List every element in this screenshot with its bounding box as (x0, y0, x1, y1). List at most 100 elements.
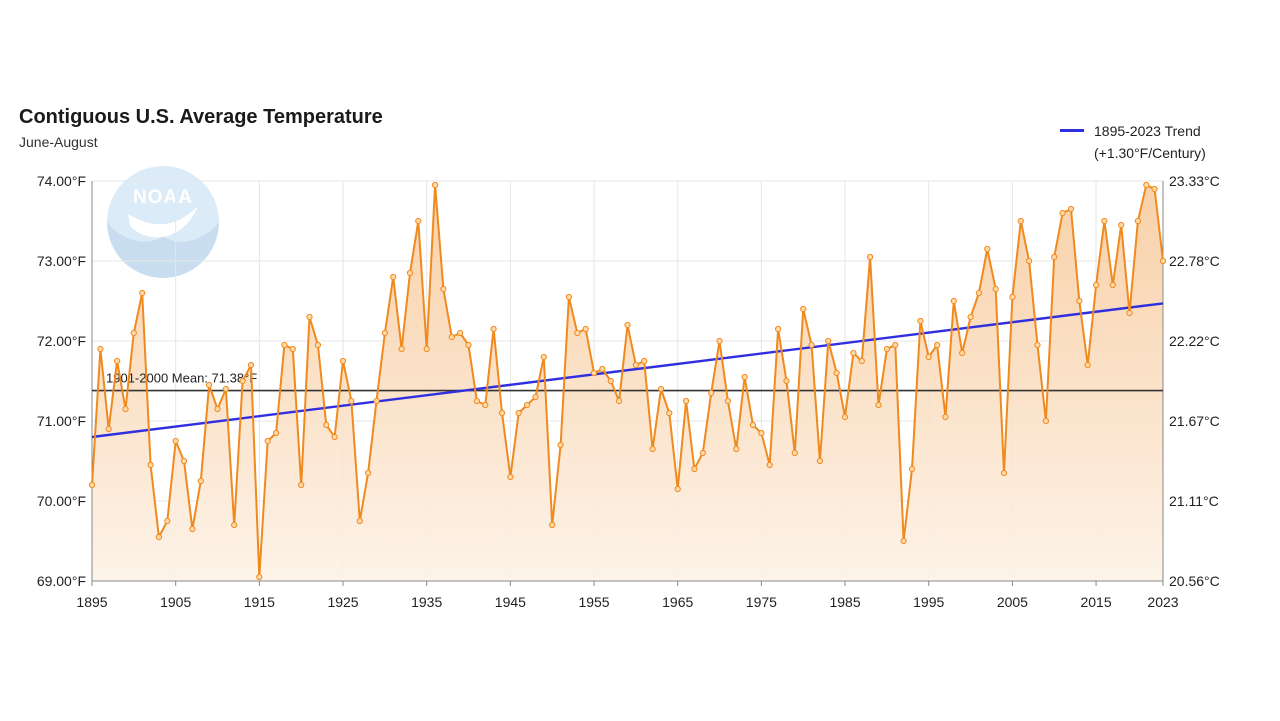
data-point (800, 305, 807, 313)
data-point (222, 385, 229, 393)
data-point (1126, 309, 1133, 317)
data-point (390, 273, 397, 281)
data-point (147, 461, 154, 469)
data-point (783, 377, 790, 385)
y-tick-label-right: 21.11°C (1169, 493, 1219, 509)
x-tick-label: 1965 (662, 594, 693, 610)
data-point (775, 325, 782, 333)
data-point (415, 217, 422, 225)
y-tick-label-right: 20.56°C (1169, 573, 1220, 589)
data-point (339, 357, 347, 365)
data-point (122, 405, 129, 413)
data-point (88, 481, 96, 489)
data-point (908, 465, 916, 473)
data-point (565, 293, 573, 301)
data-point (607, 377, 614, 385)
data-point (180, 457, 188, 465)
data-point (934, 341, 941, 349)
data-point (206, 381, 213, 389)
y-tick-label-left: 70.00°F (37, 493, 86, 509)
y-axis-left-ticks: 69.00°F 70.00°F 71.00°F 72.00°F 73.00°F 74.00… (37, 173, 86, 589)
data-point (423, 345, 430, 353)
noaa-logo-icon: NOAA (107, 166, 219, 278)
data-point (825, 337, 832, 345)
chart-title: Contiguous U.S. Average Temperature (19, 106, 383, 128)
data-point (666, 409, 673, 417)
data-point (975, 289, 983, 297)
data-point (314, 341, 321, 349)
data-point (247, 361, 255, 369)
trend-line (91, 302, 1164, 439)
data-point (1000, 469, 1008, 477)
data-point (139, 289, 146, 297)
data-point (900, 537, 907, 545)
data-point (758, 429, 765, 437)
y-tick-label-left: 74.00°F (37, 173, 86, 189)
data-point (950, 297, 957, 305)
data-point (97, 345, 104, 353)
data-point (733, 445, 740, 453)
data-point (833, 369, 840, 377)
axes (91, 181, 1164, 582)
data-point (214, 405, 221, 413)
x-tick-label: 2023 (1147, 594, 1178, 610)
x-tick-label: 1995 (913, 594, 944, 610)
data-point (231, 521, 238, 529)
data-point (264, 437, 271, 445)
data-point (306, 313, 313, 321)
data-point (674, 485, 681, 493)
data-point (381, 329, 388, 337)
data-point (1026, 257, 1033, 265)
data-point (540, 353, 547, 361)
data-point (699, 449, 706, 457)
data-point (1151, 185, 1158, 193)
data-point (616, 397, 623, 405)
data-point (515, 409, 522, 417)
data-point (867, 253, 874, 261)
data-point (1067, 205, 1075, 213)
data-point (925, 353, 932, 361)
data-point (524, 401, 531, 409)
data-point (432, 181, 439, 189)
data-point (1034, 341, 1041, 349)
x-tick-label: 1925 (327, 594, 358, 610)
data-point (959, 349, 966, 357)
data-point (164, 517, 171, 525)
legend-trend-label: 1895-2023 Trend (+1.30°F/Century) (1094, 120, 1206, 164)
data-point (1101, 217, 1108, 225)
y-axis-right-ticks: 20.56°C 21.11°C 21.67°C 22.22°C 22.78°C 23.33… (1169, 173, 1220, 589)
data-point (189, 525, 196, 533)
y-tick-label-left: 69.00°F (37, 573, 86, 589)
data-point (365, 469, 372, 477)
data-point (440, 285, 447, 293)
svg-text:NOAA: NOAA (133, 187, 193, 208)
area-fill (92, 185, 1163, 581)
data-point (574, 329, 581, 337)
x-tick-label: 1975 (746, 594, 777, 610)
x-tick-label: 2005 (997, 594, 1028, 610)
data-point (590, 369, 598, 377)
data-point (557, 441, 564, 449)
data-point (465, 341, 472, 349)
data-point (1009, 293, 1016, 301)
data-point (649, 445, 656, 453)
mean-label: 1901-2000 Mean: 71.38°F (106, 371, 257, 386)
x-tick-label: 2015 (1080, 594, 1111, 610)
data-point (741, 373, 748, 381)
data-point (1118, 221, 1125, 229)
data-point (105, 425, 112, 433)
data-point (917, 317, 924, 325)
data-point (724, 397, 732, 405)
data-point (197, 477, 204, 485)
y-tick-label-left: 73.00°F (37, 253, 86, 269)
data-point (875, 401, 882, 409)
x-tick-label: 1945 (495, 594, 526, 610)
legend-trend-swatch (1060, 129, 1084, 132)
data-point (749, 421, 757, 429)
data-point (1042, 417, 1050, 425)
data-point (1017, 217, 1024, 225)
data-point (273, 429, 280, 437)
data-point (691, 465, 698, 473)
x-tick-label: 1955 (578, 594, 609, 610)
data-point (356, 517, 363, 525)
